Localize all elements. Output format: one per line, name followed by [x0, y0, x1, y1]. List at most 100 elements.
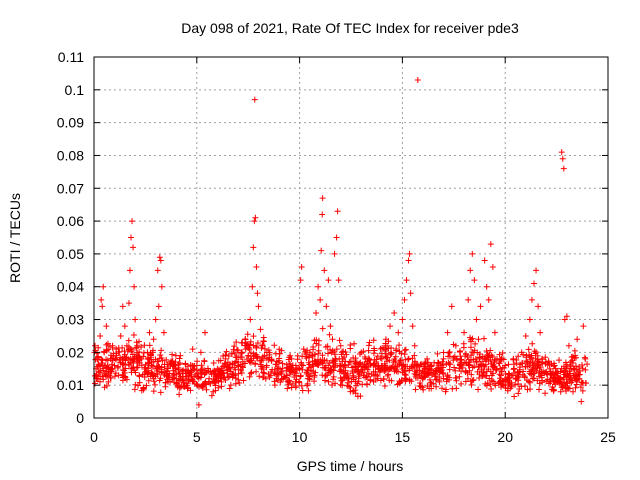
- data-point: [183, 366, 190, 373]
- data-point: [347, 358, 354, 365]
- data-point: [178, 383, 185, 390]
- data-point: [152, 316, 159, 323]
- data-point: [271, 382, 278, 389]
- data-point: [122, 373, 129, 380]
- data-point: [456, 362, 463, 369]
- data-point: [327, 346, 334, 353]
- data-point: [358, 369, 365, 376]
- data-point: [259, 342, 266, 349]
- data-point: [470, 376, 477, 383]
- data-point: [354, 369, 361, 376]
- data-point: [141, 374, 148, 381]
- data-point: [285, 379, 292, 386]
- data-point: [248, 369, 255, 376]
- data-point: [233, 339, 240, 346]
- data-point: [471, 363, 478, 370]
- data-point: [100, 365, 107, 372]
- data-point: [98, 296, 105, 303]
- data-point: [532, 355, 539, 362]
- data-point: [468, 381, 475, 388]
- data-point: [350, 388, 357, 395]
- data-point: [436, 378, 443, 385]
- data-point: [491, 380, 498, 387]
- data-point: [350, 354, 357, 361]
- data-point: [462, 350, 469, 357]
- data-point: [102, 372, 109, 379]
- data-point: [365, 355, 372, 362]
- data-point: [159, 357, 166, 364]
- data-point: [432, 376, 439, 383]
- data-point: [174, 384, 181, 391]
- data-point: [468, 371, 475, 378]
- data-point: [138, 355, 145, 362]
- data-point: [158, 347, 165, 354]
- data-point: [338, 351, 345, 358]
- data-point: [542, 390, 549, 397]
- data-point: [489, 264, 496, 271]
- data-point: [331, 357, 338, 364]
- data-point: [128, 357, 135, 364]
- data-point: [136, 348, 143, 355]
- data-point: [378, 350, 385, 357]
- data-point: [255, 303, 262, 310]
- data-point: [559, 155, 566, 162]
- data-point: [116, 348, 123, 355]
- data-point: [535, 303, 542, 310]
- data-point: [385, 371, 392, 378]
- data-point: [331, 250, 338, 257]
- data-point: [116, 357, 123, 364]
- y-tick-label: 0.01: [57, 377, 84, 393]
- data-point: [475, 336, 482, 343]
- data-point: [380, 376, 387, 383]
- data-point: [547, 370, 554, 377]
- data-point: [327, 323, 334, 330]
- data-point: [497, 356, 504, 363]
- data-point: [244, 331, 251, 338]
- data-point: [201, 358, 208, 365]
- data-point: [452, 367, 459, 374]
- data-point: [206, 375, 213, 382]
- data-point: [122, 365, 129, 372]
- data-point: [115, 372, 122, 379]
- data-point: [204, 365, 211, 372]
- data-point: [413, 369, 420, 376]
- data-point: [248, 353, 255, 360]
- data-point: [374, 353, 381, 360]
- y-tick-label: 0.09: [57, 115, 84, 131]
- data-point: [185, 369, 192, 376]
- data-point: [405, 355, 412, 362]
- data-point: [173, 380, 180, 387]
- data-point: [510, 372, 517, 379]
- data-point: [478, 362, 485, 369]
- data-point: [384, 342, 391, 349]
- data-point: [444, 373, 451, 380]
- data-point: [99, 303, 106, 310]
- data-point: [158, 366, 165, 373]
- data-point: [497, 365, 504, 372]
- data-point: [140, 349, 147, 356]
- data-point: [582, 366, 589, 373]
- data-point: [471, 277, 478, 284]
- data-point: [461, 329, 468, 336]
- data-point: [222, 355, 229, 362]
- data-point: [440, 349, 447, 356]
- data-point: [168, 360, 175, 367]
- data-point: [173, 375, 180, 382]
- data-point: [322, 372, 329, 379]
- data-point: [491, 329, 498, 336]
- data-point: [376, 369, 383, 376]
- data-point: [388, 377, 395, 384]
- data-point: [499, 349, 506, 356]
- data-point: [95, 375, 102, 382]
- data-point: [498, 372, 505, 379]
- data-point: [340, 348, 347, 355]
- data-point: [250, 333, 257, 340]
- data-point: [492, 366, 499, 373]
- data-point: [232, 366, 239, 373]
- data-point: [94, 355, 101, 362]
- data-point: [239, 339, 246, 346]
- data-point: [353, 382, 360, 389]
- data-point: [401, 368, 408, 375]
- data-point: [340, 363, 347, 370]
- data-point: [580, 323, 587, 330]
